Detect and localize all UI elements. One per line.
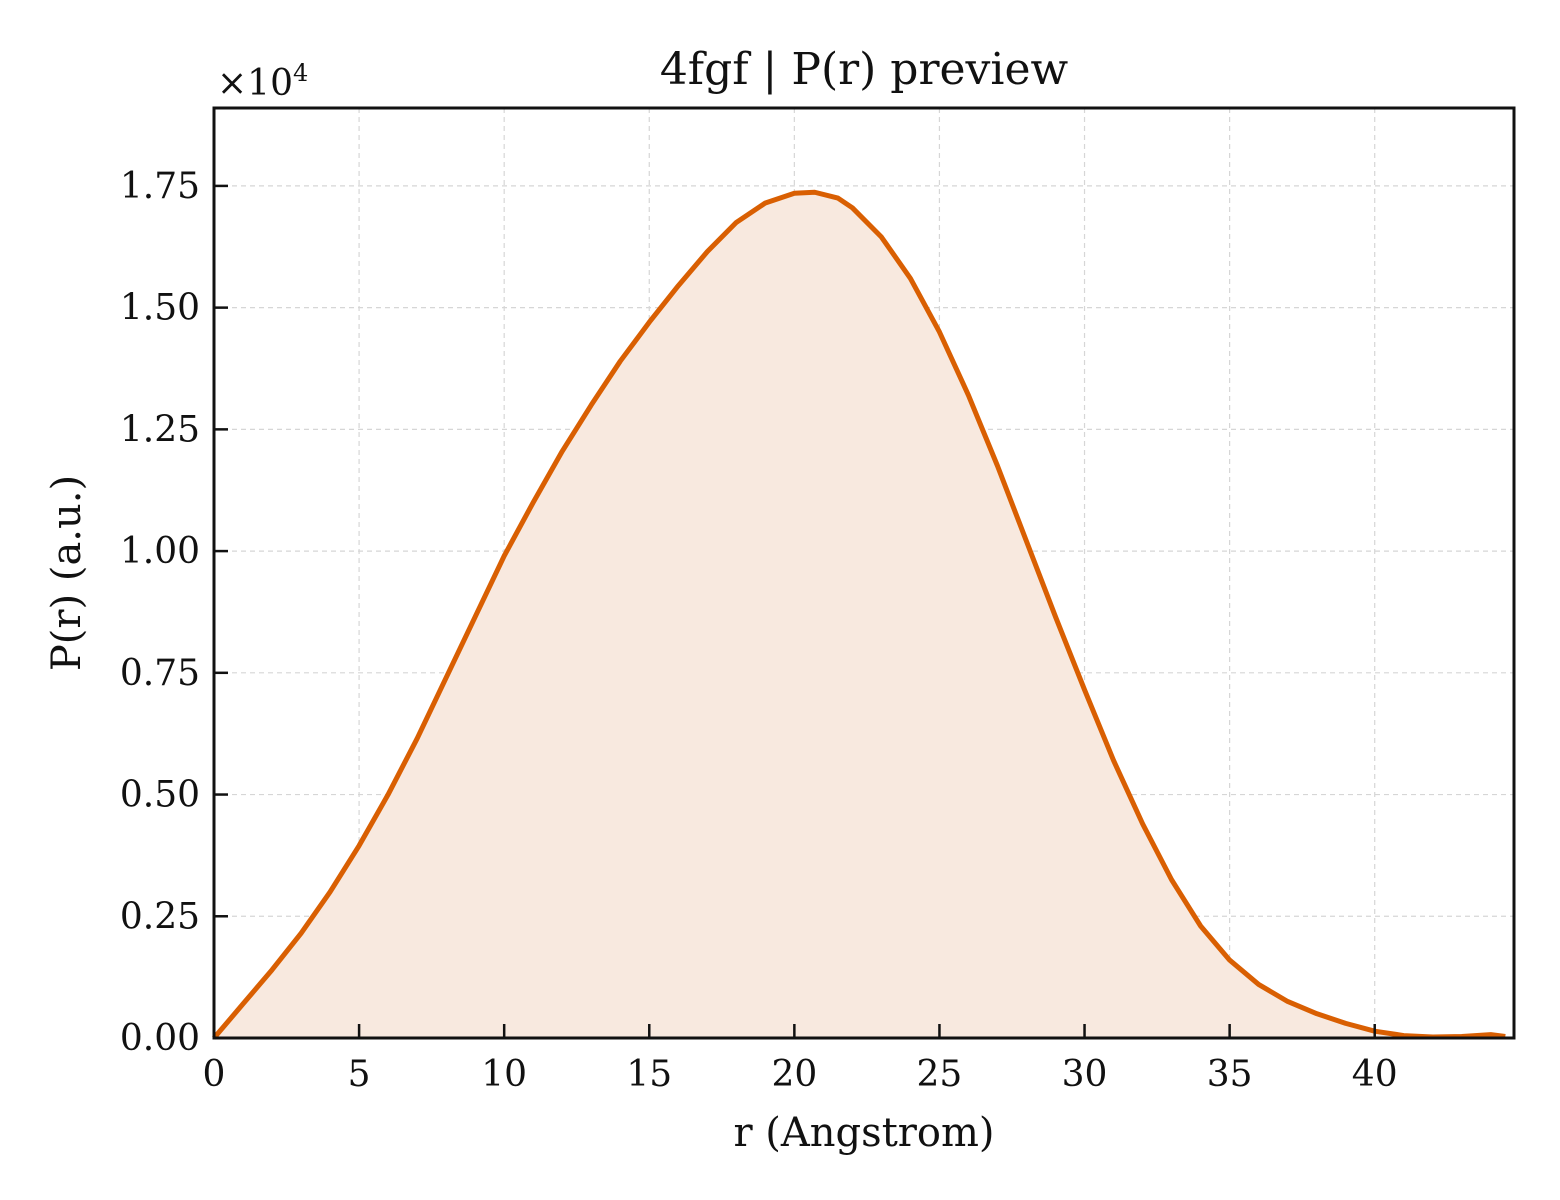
y-tick-label: 1.00	[120, 531, 200, 572]
y-multiplier-exponent: 4	[293, 59, 308, 87]
x-tick-label: 5	[348, 1054, 371, 1095]
y-tick-label: 0.50	[120, 775, 200, 816]
y-axis-multiplier: ×104	[217, 59, 308, 104]
y-tick-label: 0.25	[120, 896, 200, 937]
chart-title: 4fgf | P(r) preview	[660, 44, 1069, 95]
pr-area-fill	[214, 192, 1506, 1039]
x-tick-label: 40	[1352, 1054, 1398, 1095]
y-tick-label: 1.25	[120, 409, 200, 450]
x-tick-label: 20	[771, 1054, 817, 1095]
y-tick-label: 1.75	[120, 166, 200, 207]
x-tick-label: 25	[917, 1054, 963, 1095]
x-tick-label: 30	[1062, 1054, 1108, 1095]
y-multiplier-base: ×10	[217, 63, 293, 104]
y-axis-label: P(r) (a.u.)	[44, 475, 90, 671]
pr-series-line	[212, 189, 1506, 1040]
tick-labels-layer: 0 5 10 15 20 25 30 35 40 0.00 0.25 0.50 0.75 1.00 1.25…	[120, 166, 1398, 1095]
x-tick-label: 0	[203, 1054, 226, 1095]
y-tick-label: 1.50	[120, 288, 200, 329]
x-axis-label: r (Angstrom)	[733, 1110, 994, 1156]
x-tick-label: 35	[1207, 1054, 1253, 1095]
x-tick-label: 10	[481, 1054, 527, 1095]
x-tick-label: 15	[626, 1054, 672, 1095]
y-tick-label: 0.00	[120, 1018, 200, 1059]
plot-frame	[212, 106, 1516, 1040]
y-tick-label: 0.75	[120, 653, 200, 694]
ticks-layer	[212, 184, 1376, 1040]
